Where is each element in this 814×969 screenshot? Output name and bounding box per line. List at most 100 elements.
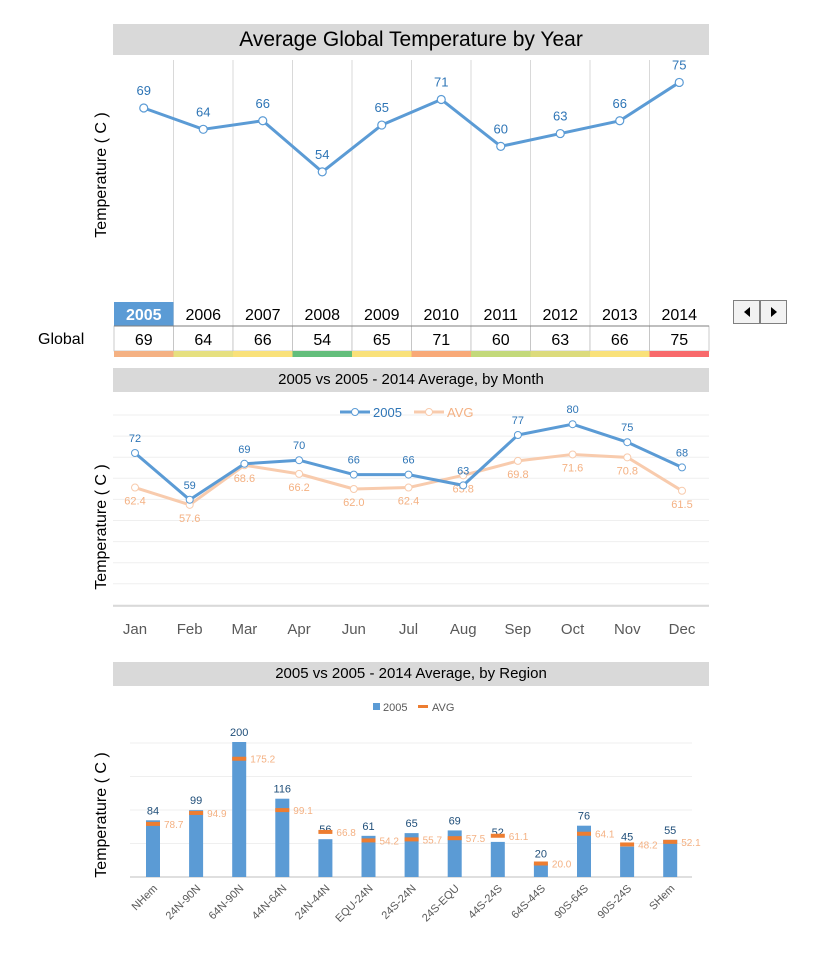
data-label-yearly: 63 bbox=[553, 109, 567, 124]
avg-marker bbox=[447, 836, 462, 841]
bar-2005 bbox=[447, 830, 462, 877]
bar-value-label: 45 bbox=[621, 832, 633, 844]
x-tick-label-monthly: Jul bbox=[399, 621, 418, 638]
legend-label-2005: 2005 bbox=[373, 405, 402, 420]
bar-value-label: 76 bbox=[578, 811, 590, 823]
bar-value-label: 84 bbox=[147, 805, 159, 817]
triangle-right-icon bbox=[770, 307, 777, 317]
global-value-2008: 54 bbox=[313, 332, 331, 349]
data-label-2005-monthly: 77 bbox=[512, 415, 524, 427]
avg-value-label: 175.2 bbox=[250, 755, 275, 766]
year-header-2012: 2012 bbox=[542, 307, 578, 324]
global-row-label: Global bbox=[38, 331, 85, 348]
data-point-2005-monthly bbox=[623, 438, 632, 447]
previous-year-button[interactable] bbox=[733, 300, 760, 324]
x-tick-label-monthly: Aug bbox=[450, 621, 477, 638]
bar-2005 bbox=[577, 825, 591, 877]
avg-value-label: 48.2 bbox=[638, 840, 658, 851]
bar-value-label: 61 bbox=[362, 821, 374, 833]
legend-swatch-avg-bar bbox=[418, 705, 428, 708]
data-label-avg-monthly: 61.5 bbox=[671, 499, 692, 511]
data-point-yearly bbox=[555, 128, 565, 139]
avg-value-label: 94.9 bbox=[207, 809, 227, 820]
bar-2005 bbox=[404, 833, 419, 877]
chart-title-yearly: Average Global Temperature by Year bbox=[113, 24, 709, 55]
avg-value-label: 54.2 bbox=[380, 836, 400, 847]
data-label-yearly: 66 bbox=[613, 96, 627, 111]
x-tick-label-monthly: Jun bbox=[342, 621, 366, 638]
avg-marker bbox=[404, 837, 419, 842]
year-header-2007: 2007 bbox=[245, 307, 281, 324]
bar-value-label: 116 bbox=[274, 784, 292, 796]
x-tick-label-regional: 24S-EQU bbox=[420, 883, 462, 925]
x-tick-label-regional: SHem bbox=[647, 883, 677, 913]
x-tick-label-regional: 24N-44N bbox=[293, 883, 333, 923]
avg-marker bbox=[533, 861, 548, 866]
global-value-2011: 60 bbox=[492, 332, 510, 349]
x-tick-label-regional: 24S-24N bbox=[380, 883, 419, 922]
data-point-yearly bbox=[198, 124, 208, 134]
heat-color-strip bbox=[411, 351, 471, 357]
bar-2005 bbox=[361, 835, 376, 877]
bar-2005 bbox=[663, 839, 678, 877]
series-line-yearly bbox=[143, 81, 681, 174]
heat-color-strip bbox=[590, 351, 650, 357]
data-point-avg-monthly bbox=[404, 483, 413, 492]
avg-value-label: 66.8 bbox=[336, 828, 356, 839]
data-label-yearly: 71 bbox=[434, 74, 448, 89]
data-label-2005-monthly: 66 bbox=[348, 455, 360, 467]
data-point-yearly bbox=[436, 94, 446, 105]
data-label-2005-monthly: 69 bbox=[238, 444, 250, 456]
bar-2005 bbox=[146, 820, 160, 877]
x-tick-label-monthly: Apr bbox=[287, 621, 310, 638]
data-point-2005-monthly bbox=[404, 470, 413, 479]
x-tick-label-monthly: Sep bbox=[505, 621, 532, 638]
year-header-2011: 2011 bbox=[484, 307, 519, 324]
data-point-avg-monthly bbox=[459, 471, 468, 480]
year-header-2008: 2008 bbox=[304, 307, 340, 324]
avg-value-label: 57.5 bbox=[466, 834, 486, 845]
heat-color-strip bbox=[352, 351, 412, 357]
avg-marker bbox=[318, 829, 333, 834]
x-tick-label-monthly: Nov bbox=[614, 621, 641, 638]
data-label-2005-monthly: 68 bbox=[676, 447, 688, 459]
bar-value-label: 55 bbox=[664, 825, 676, 837]
data-label-2005-monthly: 70 bbox=[293, 440, 305, 452]
data-point-avg-monthly bbox=[349, 485, 358, 493]
data-point-yearly bbox=[317, 167, 327, 177]
data-point-yearly bbox=[139, 103, 149, 113]
bar-2005 bbox=[232, 742, 247, 877]
avg-marker bbox=[146, 821, 160, 826]
bar-2005 bbox=[533, 863, 548, 877]
heat-color-strip bbox=[173, 351, 233, 357]
avg-value-label: 20.0 bbox=[552, 860, 572, 871]
data-label-yearly: 60 bbox=[494, 121, 508, 136]
avg-marker bbox=[490, 833, 505, 838]
global-value-2010: 71 bbox=[432, 332, 450, 349]
year-header-2010: 2010 bbox=[423, 307, 459, 324]
global-value-2009: 65 bbox=[373, 332, 391, 349]
avg-value-label: 78.7 bbox=[164, 820, 184, 831]
bar-2005 bbox=[318, 839, 333, 877]
avg-value-label: 64.1 bbox=[595, 830, 615, 841]
data-point-avg-monthly bbox=[678, 486, 686, 495]
data-point-2005-monthly bbox=[459, 481, 468, 490]
data-label-yearly: 65 bbox=[375, 100, 389, 115]
legend-label-avg-bar: AVG bbox=[432, 702, 454, 714]
value-cell bbox=[292, 325, 353, 352]
value-cell bbox=[351, 325, 412, 352]
x-tick-label-regional: 90S-24S bbox=[595, 883, 634, 922]
data-point-yearly bbox=[674, 77, 684, 88]
chart-title-monthly: 2005 vs 2005 - 2014 Average, by Month bbox=[113, 368, 709, 392]
next-year-button[interactable] bbox=[760, 300, 787, 324]
data-label-avg-monthly: 62.4 bbox=[398, 496, 419, 508]
bar-2005 bbox=[490, 841, 505, 877]
data-point-2005-monthly bbox=[131, 449, 139, 457]
avg-value-label: 55.7 bbox=[423, 835, 443, 846]
bar-value-label: 69 bbox=[449, 815, 461, 827]
x-tick-label-regional: 64N-90N bbox=[207, 883, 247, 923]
legend-marker-avg bbox=[425, 408, 433, 416]
data-label-yearly: 54 bbox=[315, 147, 329, 162]
data-point-2005-monthly bbox=[185, 495, 194, 504]
legend-label-avg: AVG bbox=[447, 405, 474, 420]
